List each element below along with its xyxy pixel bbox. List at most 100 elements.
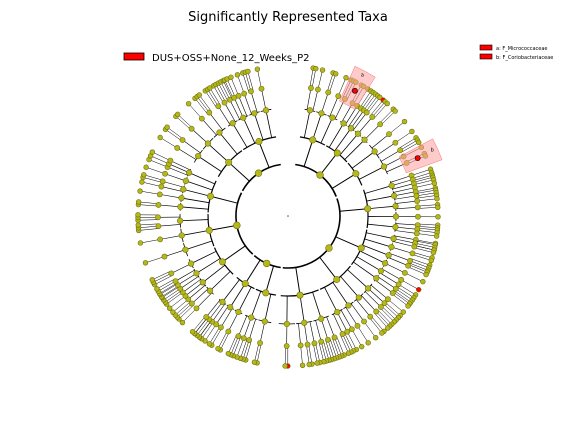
genus-node [385,325,391,331]
order-node [392,223,399,231]
genus-node [433,233,440,239]
family-branch [243,317,252,339]
order-branch [367,223,396,228]
order-branch [207,143,229,163]
order-branch [320,117,333,144]
order-branch [254,113,264,141]
phylum-arc [295,163,337,197]
family-node [304,341,311,348]
family-node [258,85,265,92]
family-node [297,342,304,349]
family-branch [250,91,258,113]
family-node [156,191,163,198]
order-branch [209,271,231,292]
genus-branch [398,284,416,296]
family-node [218,324,224,331]
family-branch [180,276,199,289]
order-branch [202,264,226,283]
family-node [413,230,420,237]
genus-node [343,74,349,81]
genus-branch [317,69,323,90]
genus-branch [178,305,194,320]
genus-branch [159,282,177,294]
family-branch [353,112,367,131]
genus-branch [161,285,179,297]
family-branch [393,187,415,193]
genus-branch [414,182,435,188]
genus-node [196,92,203,98]
genus-branch [230,336,239,355]
genus-branch [138,201,159,205]
family-branch [392,183,414,190]
order-branch [232,123,248,148]
family-node [325,336,331,343]
order-node [354,130,362,137]
order-node [182,246,189,253]
legend-taxon-b-label: b: F_Coriobacteriaceae [496,55,553,61]
class-node [357,244,365,252]
genus-node [157,134,163,141]
genus-branch [152,151,171,161]
family-branch [161,186,183,192]
genus-branch [336,336,345,356]
clade-label-a: a [361,73,364,79]
order-node [380,163,388,170]
genus-branch [417,230,438,233]
legend-taxon-a-swatch [479,44,493,51]
family-branch [218,106,231,125]
family-branch [350,303,365,322]
family-node [367,313,374,320]
order-branch [185,180,213,191]
family-node [240,335,247,342]
genus-branch [158,280,176,292]
order-branch [303,110,311,138]
genus-branch [417,198,438,202]
genus-branch [408,264,428,273]
family-node [395,281,402,288]
family-node [413,192,420,199]
order-node [373,275,380,282]
order-branch [265,110,273,138]
genus-branch [412,254,432,261]
genus-branch [153,273,172,283]
order-node [177,203,184,210]
clade-label-b: b [431,148,434,154]
genus-branch [373,103,388,119]
family-branch [224,102,236,122]
genus-node [179,319,186,326]
root-node [287,215,289,217]
family-branch [381,268,402,281]
genus-node [299,362,306,368]
family-branch [175,269,195,282]
order-node [371,148,378,155]
family-node [155,223,162,230]
order-node [182,177,189,185]
phylum-arc [282,198,341,269]
genus-branch [196,319,210,336]
class-node [364,205,372,213]
genus-branch [329,73,336,93]
family-branch [361,295,377,312]
order-branch [238,286,252,313]
class-branch [319,256,338,280]
family-node [363,109,370,116]
family-node [198,115,205,122]
order-node [340,120,347,127]
genus-branch [140,190,160,195]
genus-branch [396,286,414,298]
order-node [385,252,392,259]
genus-node [435,214,441,220]
genus-branch [220,81,231,100]
order-branch [347,269,369,289]
class-branch [265,265,275,293]
family-branch [326,316,335,338]
genus-branch [160,283,178,295]
family-branch [381,149,401,162]
genus-node [254,66,261,72]
family-branch [379,272,399,285]
class-node [205,226,213,234]
genus-branch [166,126,184,140]
family-branch [367,288,385,304]
family-node [331,334,338,341]
genus-branch [367,97,381,114]
